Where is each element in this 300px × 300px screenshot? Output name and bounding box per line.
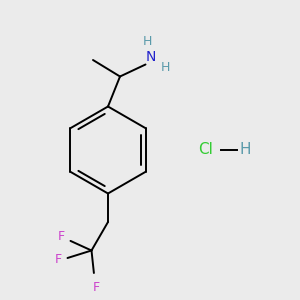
Text: H: H [239, 142, 251, 158]
Text: H: H [161, 61, 170, 74]
Text: F: F [54, 253, 61, 266]
Text: F: F [57, 230, 64, 244]
Text: F: F [92, 281, 100, 294]
Text: N: N [146, 50, 157, 64]
Text: Cl: Cl [198, 142, 213, 158]
Text: H: H [142, 35, 152, 48]
